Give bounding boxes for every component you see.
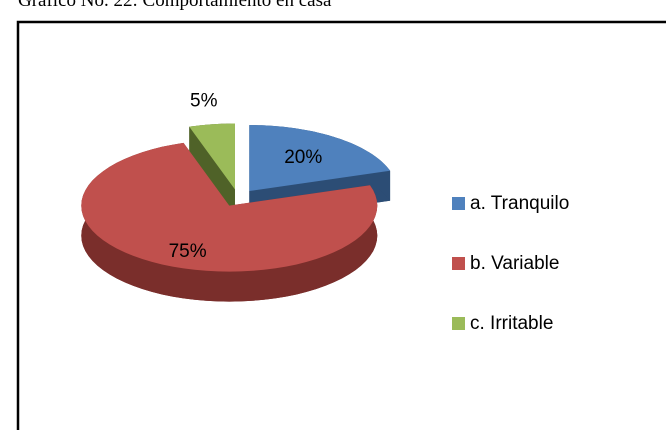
- pie-tops: [81, 123, 391, 272]
- legend-label: c. Irritable: [470, 313, 553, 334]
- data-label: 75%: [169, 241, 207, 262]
- legend-label: b. Variable: [470, 253, 559, 274]
- legend-swatch: [452, 317, 465, 330]
- data-label: 5%: [190, 91, 218, 112]
- legend-label: a. Tranquilo: [470, 193, 569, 214]
- slice-top: [81, 142, 378, 272]
- slice-top: [189, 123, 235, 190]
- legend-swatch: [452, 197, 465, 210]
- legend-swatch: [452, 257, 465, 270]
- data-label: 20%: [284, 147, 322, 168]
- chart-title: Gráfico No. 22: Comportamiento en casa: [18, 0, 332, 11]
- slice-top: [249, 125, 391, 192]
